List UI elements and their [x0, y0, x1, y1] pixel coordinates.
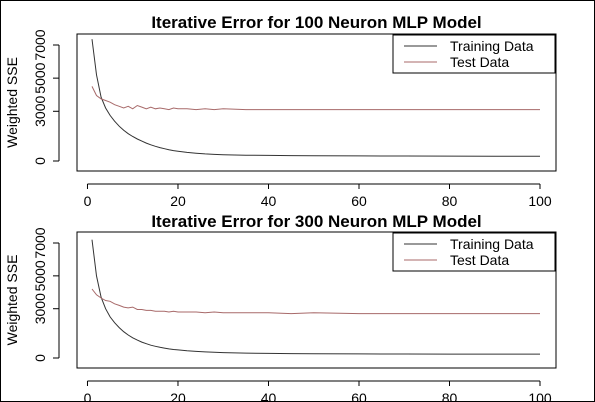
plot-box [76, 231, 557, 369]
plot-box [76, 33, 557, 172]
x-tick-label: 40 [261, 390, 277, 401]
y-tick-label: 3000 [32, 293, 48, 324]
y-axis-label: Weighted SSE [4, 57, 20, 148]
legend-label: Training Data [450, 38, 534, 54]
y-tick-label: 7000 [32, 227, 48, 258]
chart-title: Iterative Error for 300 Neuron MLP Model [151, 212, 481, 231]
x-tick-label: 60 [351, 193, 367, 209]
legend-label: Test Data [450, 252, 509, 268]
x-tick-label: 40 [261, 193, 277, 209]
legend-box [392, 34, 556, 74]
series-line-training-data [91, 39, 540, 157]
legend-label: Test Data [450, 54, 509, 70]
x-tick-label: 80 [442, 193, 458, 209]
series-line-test-data [91, 86, 540, 111]
y-tick-label: 5000 [32, 62, 48, 93]
y-tick-label: 0 [32, 354, 48, 362]
y-tick-label: 5000 [32, 260, 48, 291]
legend-label: Training Data [450, 236, 534, 252]
x-tick-label: 80 [442, 390, 458, 401]
x-tick-label: 60 [351, 390, 367, 401]
x-tick-label: 20 [170, 390, 186, 401]
x-tick-label: 100 [528, 193, 552, 209]
chart-panel-2: Iterative Error for 300 Neuron MLP Model… [4, 212, 557, 401]
x-tick-label: 0 [84, 390, 92, 401]
chart-title: Iterative Error for 100 Neuron MLP Model [151, 13, 481, 32]
y-tick-label: 3000 [32, 96, 48, 127]
series-line-test-data [91, 288, 540, 315]
x-tick-label: 100 [528, 390, 552, 401]
series-line-training-data [91, 239, 540, 355]
chart-panel-1: Iterative Error for 100 Neuron MLP Model… [4, 13, 557, 209]
y-tick-label: 7000 [32, 29, 48, 60]
legend-box [392, 232, 556, 272]
y-axis-label: Weighted SSE [4, 255, 20, 346]
x-tick-label: 20 [170, 193, 186, 209]
y-tick-label: 0 [32, 157, 48, 165]
x-tick-label: 0 [84, 193, 92, 209]
